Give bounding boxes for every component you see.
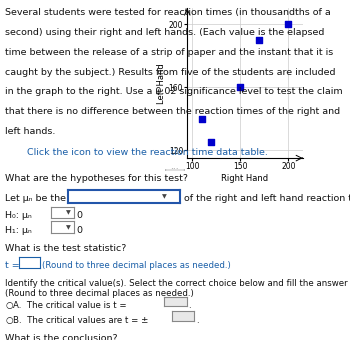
Ellipse shape <box>165 167 185 173</box>
Text: that there is no difference between the reaction times of the right and: that there is no difference between the … <box>5 107 340 116</box>
Text: Let μₙ be the: Let μₙ be the <box>5 194 66 203</box>
Text: •••: ••• <box>171 168 179 172</box>
X-axis label: Right Hand: Right Hand <box>222 174 268 183</box>
Text: caught by the subject.) Results from five of the students are included: caught by the subject.) Results from fiv… <box>5 68 336 76</box>
Text: .: . <box>196 316 199 324</box>
Text: ▼: ▼ <box>66 211 71 216</box>
Text: .: . <box>188 301 191 310</box>
Point <box>199 116 204 121</box>
Text: ○: ○ <box>5 316 13 324</box>
Text: t =: t = <box>5 261 20 270</box>
Point <box>209 140 214 145</box>
Text: of the right and left hand reaction times.: of the right and left hand reaction time… <box>184 194 350 203</box>
Text: H₁: μₙ: H₁: μₙ <box>5 226 32 235</box>
Text: What is the conclusion?: What is the conclusion? <box>5 334 118 340</box>
Point <box>286 21 291 27</box>
Text: ○: ○ <box>5 301 13 310</box>
Text: What is the test statistic?: What is the test statistic? <box>5 244 127 253</box>
Y-axis label: Left Hand: Left Hand <box>157 63 166 104</box>
Text: in the graph to the right. Use a 0.02 significance level to test the claim: in the graph to the right. Use a 0.02 si… <box>5 87 343 96</box>
Text: Several students were tested for reaction times (in thousandths of a: Several students were tested for reactio… <box>5 8 331 17</box>
Text: second) using their right and left hands. (Each value is the elapsed: second) using their right and left hands… <box>5 28 325 37</box>
Text: 0: 0 <box>76 211 82 220</box>
Text: 0: 0 <box>76 226 82 235</box>
Text: Identify the critical value(s). Select the correct choice below and fill the ans: Identify the critical value(s). Select t… <box>5 279 350 288</box>
Text: left hands.: left hands. <box>5 127 56 136</box>
Text: H₀: μₙ: H₀: μₙ <box>5 211 32 220</box>
Text: (Round to three decimal places as needed.): (Round to three decimal places as needed… <box>42 261 231 270</box>
Text: ▼: ▼ <box>162 194 167 199</box>
Text: (Round to three decimal places as needed.): (Round to three decimal places as needed… <box>5 289 194 298</box>
Text: ▼: ▼ <box>66 225 71 230</box>
Point <box>237 85 243 90</box>
Text: time between the release of a strip of paper and the instant that it is: time between the release of a strip of p… <box>5 48 334 57</box>
Text: B.  The critical values are t = ±: B. The critical values are t = ± <box>13 316 149 324</box>
Point <box>257 37 262 43</box>
Text: What are the hypotheses for this test?: What are the hypotheses for this test? <box>5 174 188 183</box>
Text: A.  The critical value is t =: A. The critical value is t = <box>13 301 127 310</box>
Text: Click the icon to view the reaction time data table.: Click the icon to view the reaction time… <box>27 148 267 157</box>
